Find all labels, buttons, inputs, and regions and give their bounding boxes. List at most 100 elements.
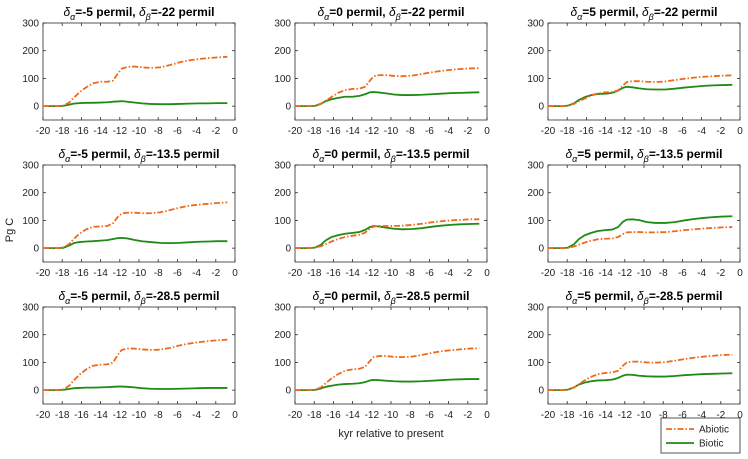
x-tick-label: -4: [192, 126, 201, 137]
x-tick-label: -14: [93, 126, 108, 137]
panel-title-alpha-text: =-5 permil,: [70, 289, 134, 303]
x-tick-label: -10: [132, 410, 147, 421]
x-tick-label: -14: [345, 410, 360, 421]
panel-frame: [547, 306, 741, 405]
panel-title-alpha-text: =-5 permil,: [70, 147, 134, 161]
series-line-abiotic: [43, 338, 228, 392]
x-tick-label: -16: [74, 268, 89, 279]
y-tick-label: 300: [274, 303, 291, 314]
series-line-biotic: [548, 215, 733, 250]
series-line-abiotic: [295, 67, 480, 108]
y-tick-label: 100: [274, 358, 291, 369]
x-tick-label: -10: [132, 268, 147, 279]
x-tick-label: -12: [365, 268, 380, 279]
x-tick-label: -14: [598, 268, 613, 279]
x-tick-label: -10: [384, 410, 399, 421]
x-tick-label: -10: [384, 126, 399, 137]
series-line-abiotic: [43, 55, 228, 108]
panel-title: δα=0 permil, δβ=-28.5 permil: [312, 289, 469, 306]
y-tick-label: 100: [22, 74, 39, 85]
x-tick-label: 0: [737, 410, 743, 421]
x-tick-label: -12: [618, 268, 633, 279]
x-tick-label: -6: [173, 268, 182, 279]
x-tick-label: -8: [154, 126, 163, 137]
x-tick-label: -6: [173, 126, 182, 137]
y-tick-label: 100: [22, 216, 39, 227]
panel-title: δα=5 permil, δβ=-13.5 permil: [565, 147, 722, 164]
x-tick-label: -16: [74, 126, 89, 137]
x-tick-label: -18: [307, 410, 322, 421]
series-line-biotic: [43, 100, 228, 108]
series-line-abiotic: [548, 74, 733, 108]
x-tick-label: -10: [384, 268, 399, 279]
panel-title: δα=5 permil, δβ=-22 permil: [570, 5, 717, 22]
x-tick-label: -18: [55, 268, 70, 279]
x-tick-label: -2: [211, 410, 220, 421]
x-tick-label: -14: [93, 268, 108, 279]
y-tick-label: 100: [22, 358, 39, 369]
x-tick-label: -14: [598, 126, 613, 137]
x-tick-label: -20: [541, 268, 556, 279]
x-tick-label: -2: [716, 410, 725, 421]
y-tick-label: 200: [22, 188, 39, 199]
x-tick-label: -12: [113, 126, 128, 137]
x-tick-label: 0: [232, 410, 238, 421]
y-tick-label: 0: [33, 386, 39, 397]
panel-title-beta-text: =-28.5 permil: [146, 289, 220, 303]
y-tick-label: 200: [22, 330, 39, 341]
x-tick-label: -20: [288, 268, 303, 279]
x-tick-label: -12: [618, 410, 633, 421]
panel-frame: [294, 164, 488, 263]
y-tick-label: 200: [527, 46, 544, 57]
panel-title-beta-text: =-13.5 permil: [649, 147, 723, 161]
x-tick-label: -4: [444, 268, 453, 279]
series-line-abiotic: [43, 201, 228, 250]
y-tick-label: 100: [527, 358, 544, 369]
x-tick-label: -2: [463, 410, 472, 421]
x-tick-label: -2: [463, 126, 472, 137]
x-tick-label: -20: [36, 268, 51, 279]
y-tick-label: 200: [22, 46, 39, 57]
x-tick-label: -16: [326, 268, 341, 279]
x-tick-label: -18: [560, 268, 575, 279]
x-tick-label: -16: [579, 410, 594, 421]
x-tick-label: -4: [444, 126, 453, 137]
series-line-abiotic: [295, 218, 480, 250]
x-tick-label: -8: [659, 268, 668, 279]
panel-title-beta-text: =-22 permil: [401, 5, 465, 19]
x-tick-label: -2: [463, 268, 472, 279]
y-tick-label: 0: [33, 102, 39, 113]
x-tick-label: -6: [425, 268, 434, 279]
panel-frame: [547, 22, 741, 121]
x-tick-label: -8: [406, 126, 415, 137]
panel-title-alpha-text: =0 permil,: [324, 147, 384, 161]
x-tick-label: -6: [678, 268, 687, 279]
x-tick-label: -18: [55, 410, 70, 421]
y-axis-label: Pg C: [4, 218, 16, 243]
x-tick-label: -6: [678, 126, 687, 137]
panel-title-beta-text: =-22 permil: [151, 5, 215, 19]
y-tick-label: 0: [538, 102, 544, 113]
x-tick-label: -20: [288, 126, 303, 137]
y-tick-label: 200: [527, 330, 544, 341]
x-tick-label: -10: [132, 126, 147, 137]
panel-title-beta-text: =-22 permil: [654, 5, 718, 19]
legend-label-abiotic: Abiotic: [699, 425, 729, 436]
x-tick-label: 0: [484, 410, 490, 421]
x-tick-label: -2: [211, 268, 220, 279]
x-tick-label: -8: [154, 268, 163, 279]
panel-title: δα=-5 permil, δβ=-28.5 permil: [58, 289, 219, 306]
x-tick-label: -10: [637, 410, 652, 421]
panel-frame: [294, 306, 488, 405]
x-tick-label: -4: [444, 410, 453, 421]
y-tick-label: 200: [527, 188, 544, 199]
panel-title-alpha-text: =-5 permil,: [75, 5, 139, 19]
panel-title: δα=0 permil, δβ=-13.5 permil: [312, 147, 469, 164]
x-tick-label: -2: [211, 126, 220, 137]
